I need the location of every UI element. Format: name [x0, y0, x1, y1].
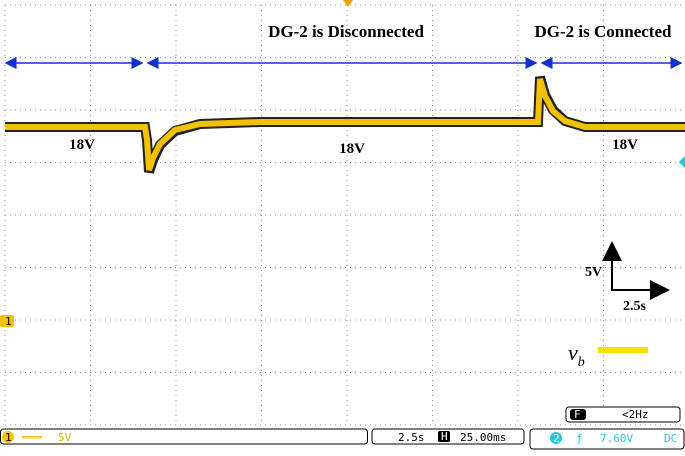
ch1-box [0, 428, 368, 445]
trigger-box [529, 428, 685, 450]
trace [5, 78, 685, 171]
trigger-icon: ƒ [576, 432, 583, 445]
legend-label: vb [568, 340, 585, 370]
trigger-level-marker [679, 156, 685, 168]
trigger-channel: 2 [553, 432, 560, 445]
voltage-label: 18V [339, 141, 365, 157]
timebase: 2.5s [398, 431, 425, 444]
event-label: DG-2 is Disconnected [268, 22, 424, 41]
ch1-icon [2, 431, 14, 443]
channel-marker-label: 1 [5, 315, 12, 328]
trigger-position-marker [343, 0, 353, 7]
h-icon-bg [438, 431, 450, 442]
legend-subscript: b [578, 355, 585, 370]
freq-icon-bg [570, 409, 586, 420]
channel-marker [0, 315, 14, 327]
scale-label: 5V [585, 265, 602, 280]
legend-symbol: v [568, 340, 578, 365]
event-label: DG-2 is Connected [535, 22, 672, 41]
scale-label: 2.5s [623, 299, 647, 314]
voltage-label: 18V [612, 137, 638, 153]
voltage-label: 18V [69, 137, 95, 153]
h-icon: H [441, 430, 448, 443]
frequency: <2Hz [622, 408, 649, 421]
legend-swatch [598, 347, 648, 353]
h-position: 25.00ms [460, 431, 506, 444]
ch1-coupling: ═══ [21, 431, 42, 444]
trigger-channel-icon [550, 432, 562, 444]
trigger-coupling: DC [664, 432, 677, 445]
freq-icon: F [574, 408, 581, 421]
ch1-label: 1 [5, 431, 12, 444]
trigger-level: 7.60V [600, 432, 633, 445]
ch1-scale: 5V [58, 431, 72, 444]
freq-box [565, 406, 681, 423]
